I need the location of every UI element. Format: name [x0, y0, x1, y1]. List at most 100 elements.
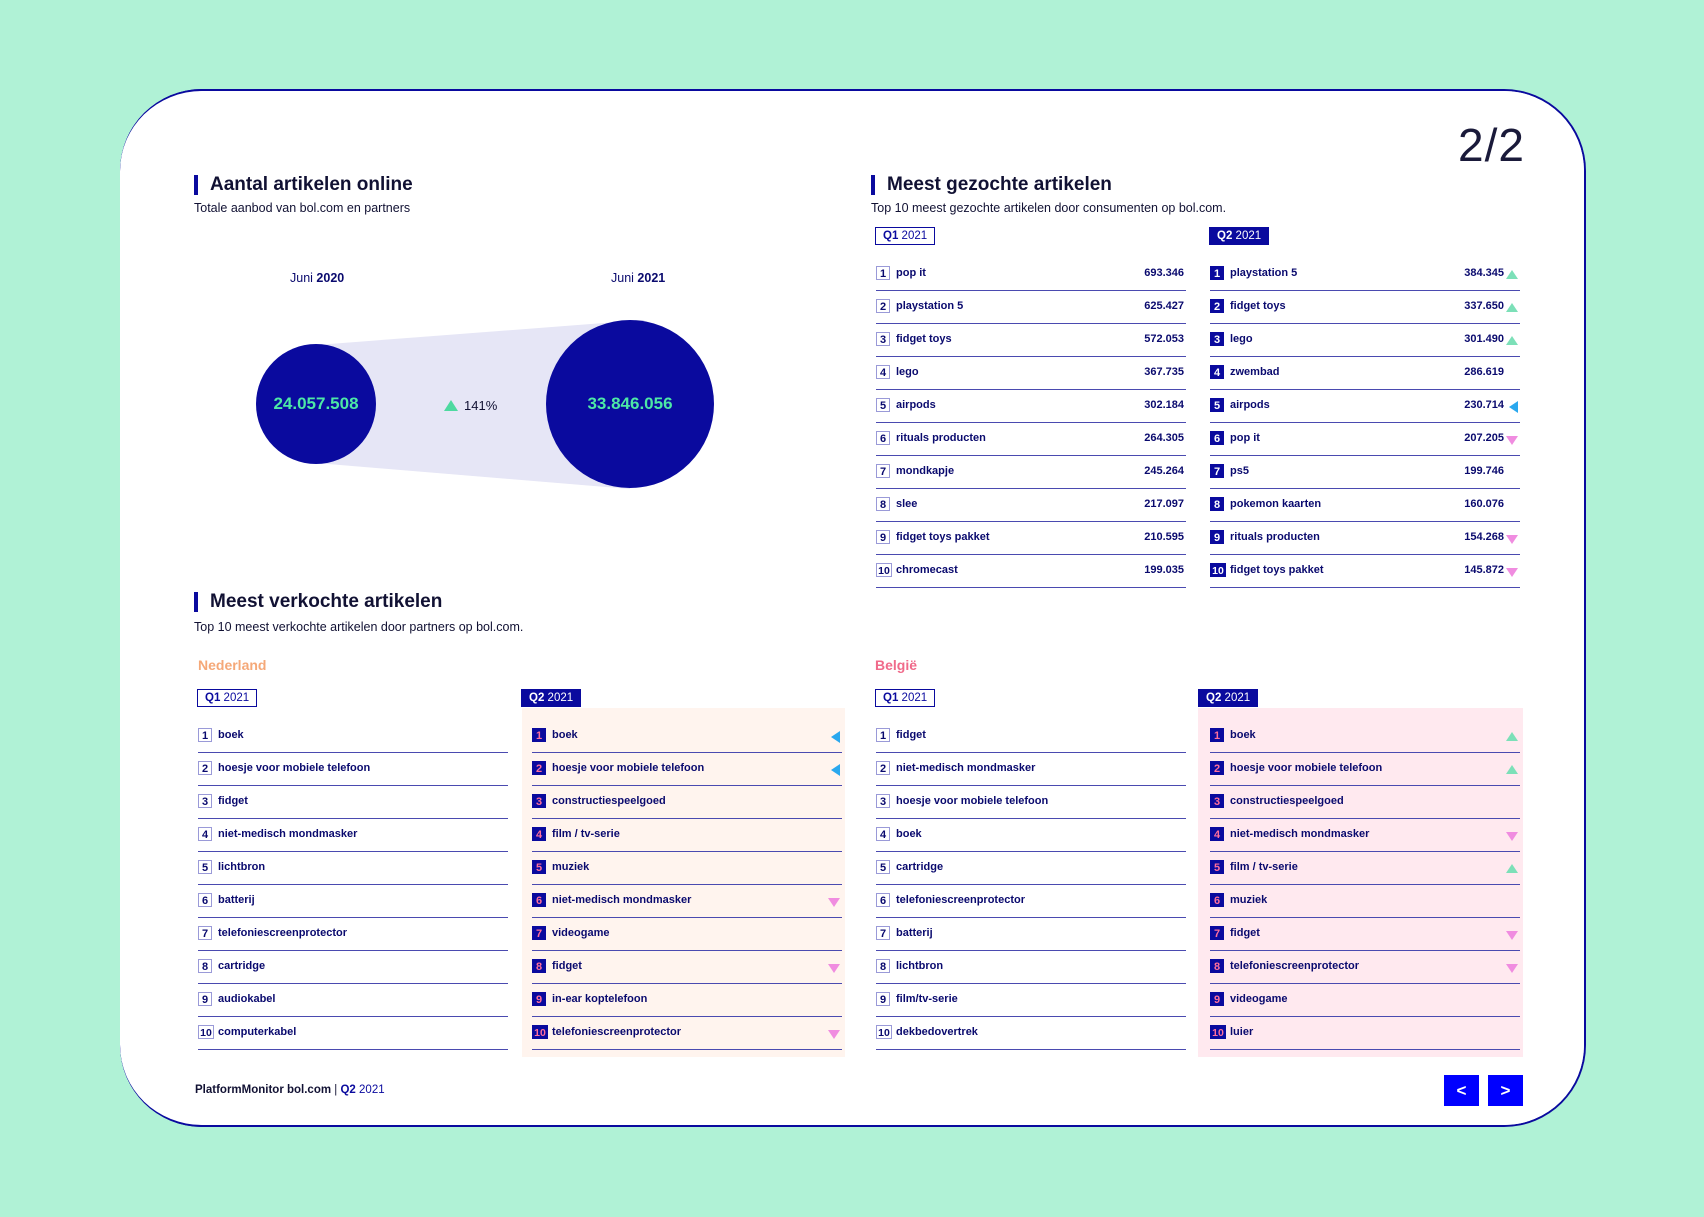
rank-number: 1	[1210, 728, 1224, 742]
list-item: 4 zwembad 286.619	[1210, 357, 1520, 390]
rank-number: 4	[1210, 365, 1224, 379]
arrow-up-icon	[1506, 303, 1518, 312]
rank-number: 7	[1210, 926, 1224, 940]
item-value: 160.076	[1464, 498, 1504, 510]
item-value: 286.619	[1464, 366, 1504, 378]
item-value: 245.264	[1144, 465, 1184, 477]
list-item: 5 airpods 230.714	[1210, 390, 1520, 423]
arrow-left-icon	[831, 764, 840, 776]
next-page-button[interactable]: >	[1488, 1075, 1523, 1106]
list-item: 1 boek	[532, 720, 842, 753]
rank-number: 9	[1210, 530, 1224, 544]
list-item: 2 playstation 5 625.427	[876, 291, 1186, 324]
rank-number: 8	[876, 497, 890, 511]
rank-number: 1	[876, 266, 890, 280]
item-label: dekbedovertrek	[896, 1026, 978, 1038]
rank-number: 7	[1210, 464, 1224, 478]
item-label: airpods	[896, 399, 936, 411]
footer-brand: PlatformMonitor bol.com	[195, 1084, 332, 1096]
item-label: constructiespeelgoed	[552, 795, 666, 807]
list-item: 6 rituals producten 264.305	[876, 423, 1186, 456]
list-item: 3 fidget	[198, 786, 508, 819]
arrow-down-icon	[1506, 535, 1518, 544]
list-item: 5 cartridge	[876, 852, 1186, 885]
item-label: niet-medisch mondmasker	[218, 828, 358, 840]
list-item: 9 videogame	[1210, 984, 1520, 1017]
list-item: 9 film/tv-serie	[876, 984, 1186, 1017]
item-label: computerkabel	[218, 1026, 297, 1038]
rank-number: 1	[532, 728, 546, 742]
rank-number: 5	[876, 398, 890, 412]
item-label: rituals producten	[1230, 531, 1320, 543]
item-label: niet-medisch mondmasker	[1230, 828, 1370, 840]
item-value: 572.053	[1144, 333, 1184, 345]
item-value: 337.650	[1464, 300, 1504, 312]
list-item: 7 ps5 199.746	[1210, 456, 1520, 489]
prev-page-button[interactable]: <	[1444, 1075, 1479, 1106]
list-item: 3 constructiespeelgoed	[532, 786, 842, 819]
rank-number: 9	[532, 992, 546, 1006]
list-item: 7 fidget	[1210, 918, 1520, 951]
item-label: film / tv-serie	[552, 828, 620, 840]
arrow-down-icon	[1506, 964, 1518, 973]
rank-number: 10	[1210, 1025, 1226, 1039]
rank-number: 3	[876, 332, 890, 346]
rank-number: 7	[198, 926, 212, 940]
list-item: 10 telefoniescreenprotector	[532, 1017, 842, 1050]
list-item: 5 airpods 302.184	[876, 390, 1186, 423]
arrow-up-icon	[1506, 336, 1518, 345]
year-label-2021: Juni 2021	[611, 271, 666, 285]
list-item: 9 fidget toys pakket 210.595	[876, 522, 1186, 555]
articles-online-title: Aantal artikelen online	[194, 175, 413, 195]
list-item: 5 film / tv-serie	[1210, 852, 1520, 885]
growth-value: 141%	[464, 398, 498, 413]
item-value: 302.184	[1144, 399, 1184, 411]
rank-number: 6	[876, 431, 890, 445]
item-label: niet-medisch mondmasker	[552, 894, 692, 906]
growth-band	[316, 321, 630, 489]
arrow-down-icon	[1506, 436, 1518, 445]
item-label: audiokabel	[218, 993, 276, 1005]
item-label: playstation 5	[1230, 267, 1298, 279]
rank-number: 10	[1210, 563, 1226, 577]
be-q2-badge: Q2 2021	[1198, 689, 1259, 707]
searched-subtitle: Top 10 meest gezochte artikelen door con…	[871, 201, 1227, 215]
item-label: pop it	[896, 267, 926, 279]
list-item: 2 niet-medisch mondmasker	[876, 753, 1186, 786]
list-item: 8 lichtbron	[876, 951, 1186, 984]
rank-number: 10	[876, 563, 892, 577]
item-value: 217.097	[1144, 498, 1184, 510]
arrow-down-icon	[828, 1030, 840, 1039]
page-number: 2/2	[1458, 119, 1525, 171]
rank-number: 4	[532, 827, 546, 841]
list-item: 7 batterij	[876, 918, 1186, 951]
list-item: 1 playstation 5 384.345	[1210, 258, 1520, 291]
item-label: telefoniescreenprotector	[552, 1026, 681, 1038]
rank-number: 2	[876, 761, 890, 775]
rank-number: 9	[876, 530, 890, 544]
list-item: 2 hoesje voor mobiele telefoon	[532, 753, 842, 786]
item-label: pop it	[1230, 432, 1260, 444]
item-label: telefoniescreenprotector	[896, 894, 1025, 906]
item-label: hoesje voor mobiele telefoon	[896, 795, 1049, 807]
list-item: 10 dekbedovertrek	[876, 1017, 1186, 1050]
list-item: 3 constructiespeelgoed	[1210, 786, 1520, 819]
list-item: 10 computerkabel	[198, 1017, 508, 1050]
item-value: 693.346	[1144, 267, 1184, 279]
item-label: cartridge	[218, 960, 266, 972]
rank-number: 6	[1210, 431, 1224, 445]
list-item: 5 muziek	[532, 852, 842, 885]
item-label: batterij	[218, 894, 255, 906]
rank-number: 8	[198, 959, 212, 973]
rank-number: 6	[532, 893, 546, 907]
list-item: 8 fidget	[532, 951, 842, 984]
list-item: 9 audiokabel	[198, 984, 508, 1017]
arrow-down-icon	[828, 964, 840, 973]
rank-number: 1	[1210, 266, 1224, 280]
rank-number: 5	[532, 860, 546, 874]
arrow-up-icon	[1506, 732, 1518, 741]
list-item: 7 mondkapje 245.264	[876, 456, 1186, 489]
list-item: 4 lego 367.735	[876, 357, 1186, 390]
rank-number: 8	[532, 959, 546, 973]
item-value: 384.345	[1464, 267, 1504, 279]
